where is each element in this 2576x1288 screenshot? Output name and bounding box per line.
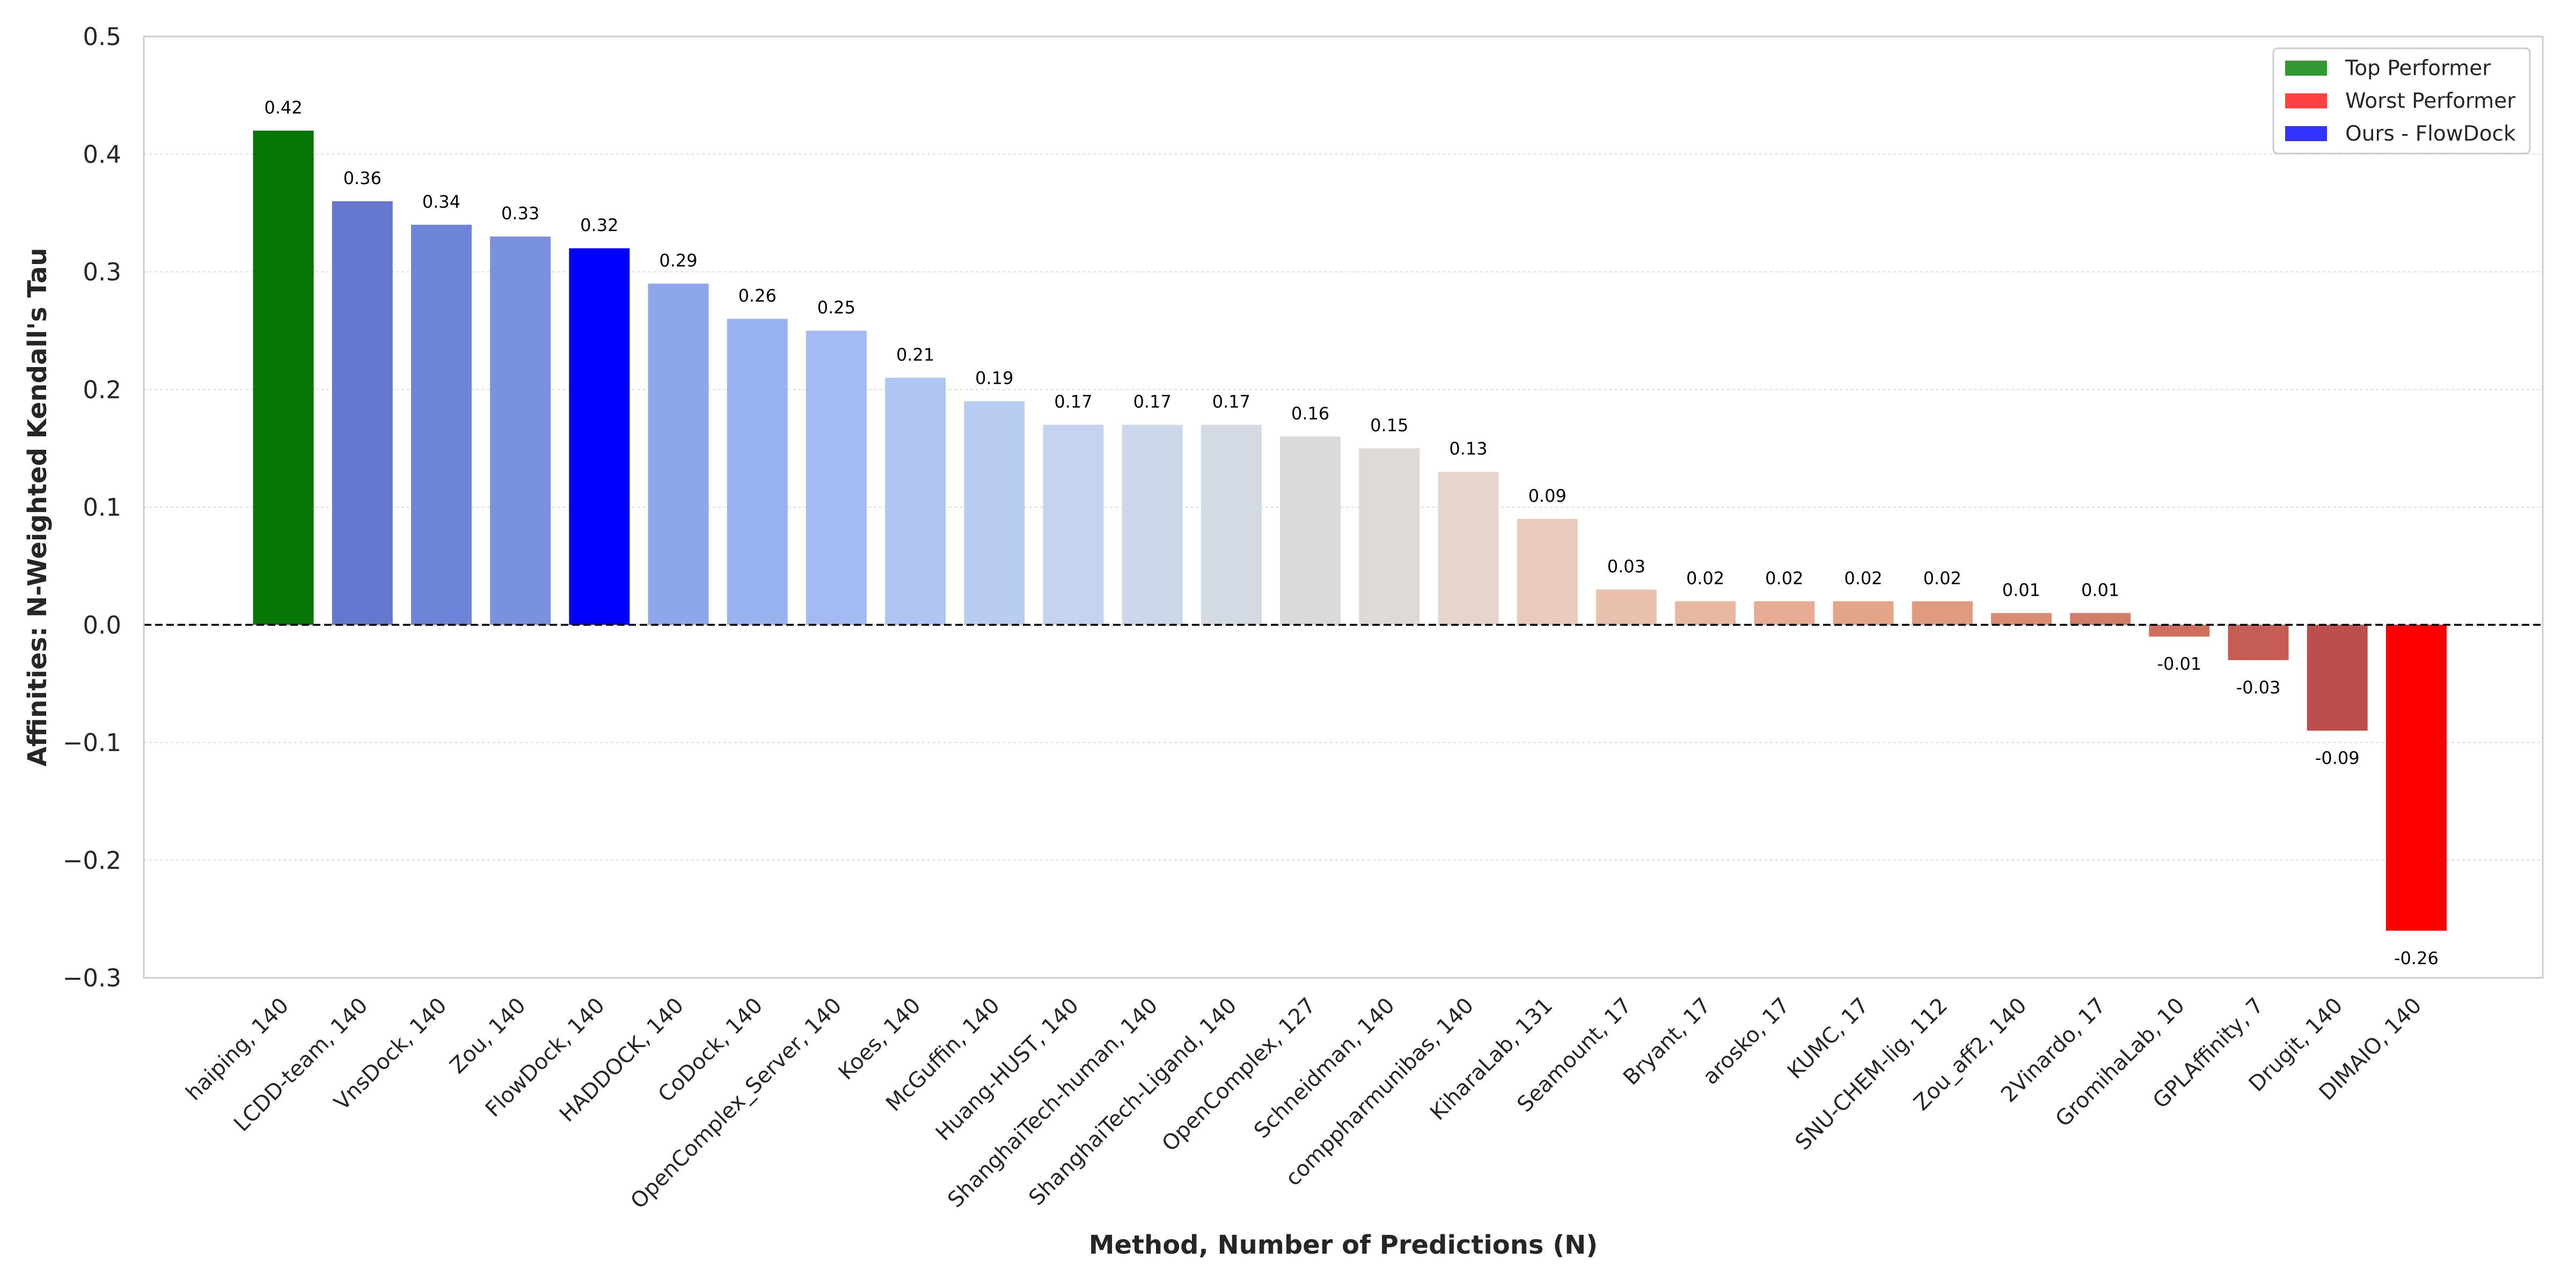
legend-label: Worst Performer	[2345, 89, 2516, 113]
x-tick-label: Schneidman, 140	[1249, 993, 1400, 1144]
value-label: 0.34	[422, 192, 460, 212]
value-label: 0.02	[1686, 568, 1724, 588]
value-label: 0.02	[1844, 568, 1882, 588]
value-label: 0.32	[580, 215, 618, 236]
legend-swatch	[2285, 93, 2327, 108]
value-label: 0.17	[1054, 392, 1092, 412]
bar	[569, 248, 630, 625]
bar	[1675, 601, 1736, 625]
value-label: 0.09	[1528, 486, 1567, 506]
bar	[2070, 613, 2131, 625]
value-label: 0.02	[1923, 568, 1962, 588]
x-tick-label: OpenComplex, 127	[1158, 993, 1321, 1157]
y-tick-label: 0.1	[83, 493, 121, 522]
y-tick-label: 0.5	[83, 23, 121, 51]
bar	[1912, 601, 1973, 625]
value-label: -0.26	[2394, 948, 2439, 968]
bar	[1280, 436, 1341, 625]
bar	[1122, 425, 1183, 625]
bar	[1754, 601, 1815, 625]
value-label: 0.36	[343, 168, 382, 188]
bar	[1201, 425, 1262, 625]
y-tick-label: 0.2	[83, 376, 121, 404]
y-tick-label: 0.3	[83, 258, 121, 287]
bar	[2228, 625, 2289, 661]
value-label: 0.25	[817, 297, 855, 318]
value-label: 0.02	[1765, 568, 1803, 588]
bar	[806, 331, 867, 625]
bar	[332, 201, 393, 625]
x-tick-label: Huang-HUST, 140	[931, 993, 1084, 1146]
value-label: 0.17	[1133, 392, 1172, 412]
value-label: -0.01	[2157, 654, 2201, 674]
bar	[648, 283, 709, 625]
bar	[1438, 472, 1499, 625]
bar	[1990, 613, 2052, 625]
legend-swatch	[2285, 126, 2327, 141]
legend: Top Performer Worst Performer Ours - FlowD…	[2272, 47, 2531, 155]
value-label: 0.42	[264, 97, 302, 118]
y-tick-label: 0.4	[83, 140, 121, 169]
value-label: 0.01	[2002, 580, 2040, 600]
legend-label: Top Performer	[2345, 56, 2491, 80]
y-tick-label: −0.3	[63, 964, 121, 992]
bar	[1517, 518, 1578, 625]
bar	[1359, 448, 1420, 625]
value-label: -0.09	[2315, 748, 2360, 769]
value-labels: 0.42 0.36 0.34 0.33 0.32 0.29 0.26 0.25 0.21 0.19…	[264, 97, 2438, 968]
bar	[2307, 625, 2368, 731]
bars	[253, 130, 2447, 931]
x-tick-label: Zou, 140	[445, 993, 531, 1079]
value-label: 0.16	[1291, 403, 1329, 423]
value-label: 0.15	[1370, 415, 1408, 435]
y-tick-label: 0.0	[83, 611, 121, 639]
value-label: 0.26	[738, 286, 777, 306]
value-label: 0.03	[1607, 556, 1645, 576]
bar	[1043, 425, 1104, 625]
legend-box	[2272, 47, 2531, 155]
value-label: 0.21	[896, 345, 934, 365]
value-label: 0.29	[659, 250, 697, 270]
x-tick-label: LCDD-team, 140	[229, 993, 372, 1137]
plot-frame	[143, 35, 2544, 979]
bar	[1833, 601, 1894, 625]
bar	[964, 401, 1025, 625]
y-tick-label: −0.1	[63, 729, 121, 757]
bar	[2385, 625, 2447, 931]
y-axis-label: Affinities: N-Weighted Kendall's Tau	[23, 248, 53, 767]
bar	[1596, 589, 1657, 625]
x-tick-label: SNU-CHEM-lig, 112	[1791, 993, 1953, 1155]
x-tick-label: arosko, 17	[1698, 993, 1795, 1090]
bar	[490, 236, 551, 625]
bar	[253, 130, 314, 625]
bar	[727, 319, 788, 625]
value-label: 0.19	[975, 368, 1013, 389]
legend-swatch	[2285, 61, 2327, 76]
value-label: 0.17	[1212, 392, 1250, 412]
y-axis-ticks: −0.3 −0.2 −0.1 0.0 0.1 0.2 0.3 0.4 0.5	[63, 23, 121, 992]
legend-label: Ours - FlowDock	[2345, 122, 2516, 146]
bar	[885, 377, 946, 625]
bar	[2149, 625, 2210, 637]
value-label: 0.01	[2081, 580, 2119, 600]
value-label: 0.33	[501, 203, 539, 224]
value-label: 0.13	[1449, 438, 1487, 459]
bar	[411, 224, 472, 625]
y-tick-label: −0.2	[63, 846, 121, 875]
x-axis-label: Method, Number of Predictions (N)	[1089, 1230, 1598, 1260]
value-label: -0.03	[2236, 677, 2281, 698]
